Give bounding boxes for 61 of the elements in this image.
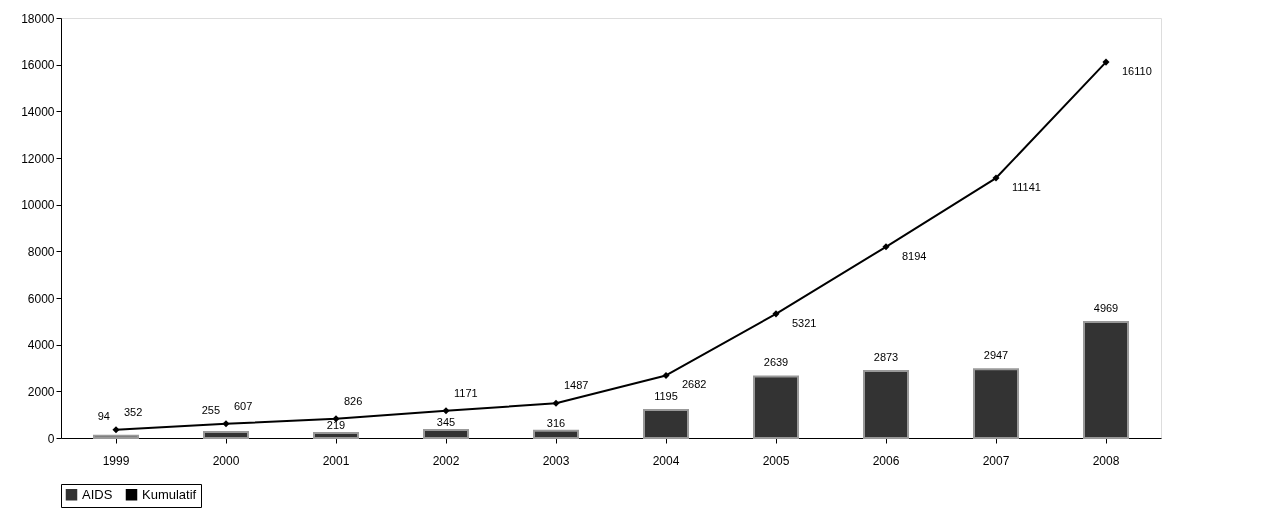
x-tick-label: 2006 <box>872 453 900 468</box>
data-label: 1171 <box>454 386 478 399</box>
x-tick-label: 2001 <box>322 453 350 468</box>
y-tick-label: 8000 <box>27 244 55 259</box>
bar <box>973 368 1019 439</box>
point <box>992 174 1000 182</box>
data-label: 826 <box>344 394 363 407</box>
data-label: 255 <box>201 403 220 416</box>
data-label: 11141 <box>1012 181 1041 194</box>
data-label: 94 <box>97 409 110 422</box>
data-label: 16110 <box>1122 65 1152 78</box>
x-tick-label: 1999 <box>102 453 130 468</box>
x-tick-label: 2003 <box>542 453 570 468</box>
y-tick-label: 12000 <box>21 151 55 166</box>
point <box>662 371 670 379</box>
bar <box>753 375 799 439</box>
data-label: 316 <box>546 416 566 429</box>
data-label: 2873 <box>873 350 899 363</box>
point <box>222 420 230 428</box>
data-label: 1487 <box>564 379 589 392</box>
data-label: 345 <box>436 415 456 428</box>
bar <box>1083 321 1129 439</box>
y-tick-label: 0 <box>47 431 55 446</box>
y-tick-label: 2000 <box>27 384 55 399</box>
y-tick-label: 6000 <box>27 291 55 306</box>
point <box>772 310 780 318</box>
y-tick-label: 10000 <box>21 198 55 213</box>
bar <box>93 434 139 439</box>
point <box>1102 58 1110 66</box>
bar <box>643 409 689 439</box>
bar <box>533 429 579 439</box>
data-label: 2682 <box>682 378 707 391</box>
data-label: 8194 <box>902 249 927 262</box>
data-label: 352 <box>124 405 143 418</box>
data-label: 2947 <box>983 349 1009 362</box>
bar <box>313 431 359 439</box>
x-tick-label: 2008 <box>1092 453 1120 468</box>
x-tick-label: 2005 <box>762 453 790 468</box>
data-label: 5321 <box>792 316 817 329</box>
data-label: 4969 <box>1093 302 1119 315</box>
point <box>112 426 120 434</box>
x-tick-label: 2002 <box>432 453 460 468</box>
legend-label: AIDS <box>82 486 113 502</box>
data-label: 2639 <box>763 356 789 369</box>
point <box>882 243 890 251</box>
data-label: 607 <box>234 399 253 412</box>
x-tick-label: 2004 <box>652 453 680 468</box>
y-tick-label: 14000 <box>21 104 55 119</box>
data-label: 1195 <box>654 390 678 403</box>
legend-label: Kumulatif <box>142 486 197 502</box>
y-tick-label: 18000 <box>21 11 55 26</box>
bar <box>423 428 469 439</box>
y-tick-label: 16000 <box>21 58 55 73</box>
y-tick-label: 4000 <box>27 338 55 353</box>
x-tick-label: 2007 <box>982 453 1010 468</box>
bar <box>203 431 249 439</box>
bar <box>863 369 909 439</box>
x-tick-label: 2000 <box>212 453 240 468</box>
data-label: 219 <box>326 418 346 431</box>
point <box>552 399 560 407</box>
point <box>442 407 450 415</box>
